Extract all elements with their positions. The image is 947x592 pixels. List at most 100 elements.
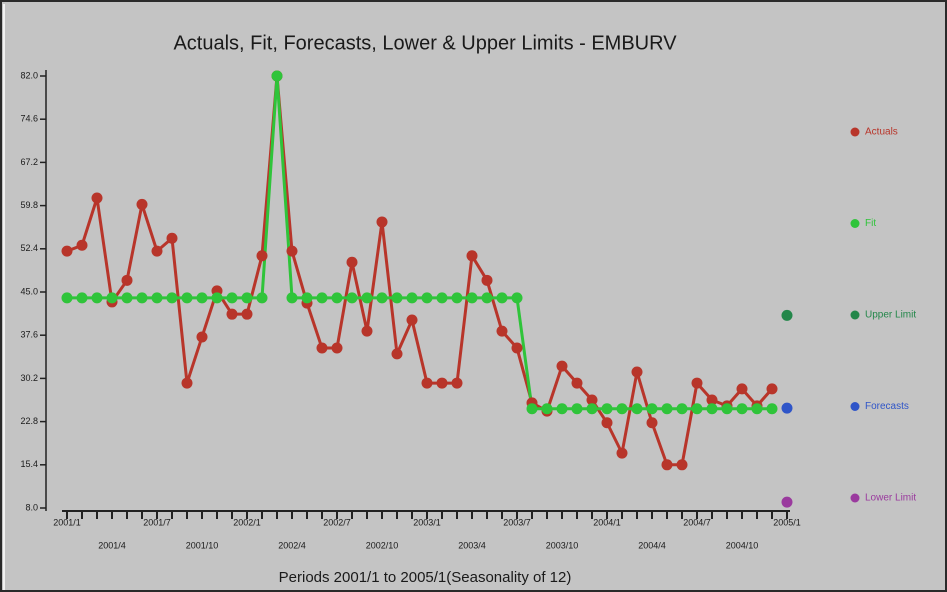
legend-marker (850, 219, 860, 228)
y-tick-label: 15.4 (20, 459, 38, 469)
point (586, 394, 598, 406)
point (781, 402, 793, 414)
point (331, 292, 343, 304)
point (556, 403, 568, 415)
point (541, 403, 553, 415)
point (361, 325, 373, 337)
y-tick-label: 59.8 (20, 200, 38, 210)
legend-label: Actuals (865, 127, 898, 138)
point (481, 274, 493, 286)
point (361, 292, 373, 304)
x-tick-label: 2001/1 (53, 517, 81, 527)
point (346, 292, 358, 304)
point (496, 292, 508, 304)
point (91, 192, 103, 204)
point (736, 403, 748, 415)
point (751, 403, 763, 415)
point (421, 292, 433, 304)
point (646, 417, 658, 429)
legend-label: Upper Limit (865, 310, 916, 321)
point (586, 403, 598, 415)
point (466, 250, 478, 262)
point (376, 292, 388, 304)
point (346, 256, 358, 268)
x-tick-label: 2003/4 (458, 540, 486, 550)
x-tick-label: 2004/1 (593, 517, 621, 527)
point (421, 377, 433, 389)
point (616, 447, 628, 459)
legend-marker (850, 493, 860, 503)
point (691, 377, 703, 389)
point (256, 250, 268, 262)
point (706, 403, 718, 415)
point (76, 239, 88, 251)
x-tick-label: 2001/10 (186, 540, 219, 550)
x-tick-label: 2002/1 (233, 517, 261, 527)
point (286, 292, 298, 304)
point (766, 383, 778, 395)
x-tick-label: 2003/1 (413, 517, 441, 527)
y-tick-label: 37.6 (20, 330, 38, 340)
x-tick-label: 2003/10 (546, 540, 579, 550)
y-tick-label: 82.0 (20, 70, 38, 80)
legend-marker (850, 127, 860, 137)
point (121, 274, 133, 286)
point (691, 403, 703, 415)
point (601, 403, 613, 415)
point (721, 403, 733, 415)
x-tick-label: 2005/1 (773, 517, 801, 527)
point (781, 309, 793, 321)
point (196, 331, 208, 343)
point (166, 292, 178, 304)
point (391, 292, 403, 304)
point (166, 232, 178, 244)
point (571, 403, 583, 415)
point (616, 403, 628, 415)
point (331, 342, 343, 354)
y-tick-label: 74.6 (20, 114, 38, 124)
point (646, 403, 658, 415)
point (91, 292, 103, 304)
point (61, 245, 73, 257)
point (226, 292, 238, 304)
x-tick-label: 2001/4 (98, 540, 126, 550)
x-tick-label: 2002/4 (278, 540, 306, 550)
point (286, 245, 298, 257)
point (706, 394, 718, 406)
point (481, 292, 493, 304)
point (151, 245, 163, 257)
y-tick-label: 22.8 (20, 416, 38, 426)
series-line (66, 74, 774, 467)
point (511, 342, 523, 354)
point (571, 377, 583, 389)
point (181, 292, 193, 304)
point (661, 459, 673, 471)
x-tick-label: 2004/10 (726, 540, 759, 550)
x-tick-label: 2002/10 (366, 540, 399, 550)
y-tick-label: 67.2 (20, 157, 38, 167)
point (511, 292, 523, 304)
point (61, 292, 73, 304)
point (121, 292, 133, 304)
point (406, 314, 418, 326)
point (436, 377, 448, 389)
point (271, 70, 283, 82)
point (211, 292, 223, 304)
legend-label: Fit (865, 218, 876, 229)
point (151, 292, 163, 304)
point (676, 403, 688, 415)
point (496, 325, 508, 337)
point (316, 342, 328, 354)
point (136, 198, 148, 210)
point (451, 292, 463, 304)
x-tick-label: 2004/4 (638, 540, 666, 550)
point (181, 377, 193, 389)
point (556, 360, 568, 372)
point (136, 292, 148, 304)
legend-marker (850, 402, 860, 411)
x-tick-label: 2002/7 (323, 517, 351, 527)
point (766, 403, 778, 415)
point (376, 216, 388, 228)
x-tick-label: 2001/7 (143, 517, 171, 527)
point (391, 348, 403, 360)
